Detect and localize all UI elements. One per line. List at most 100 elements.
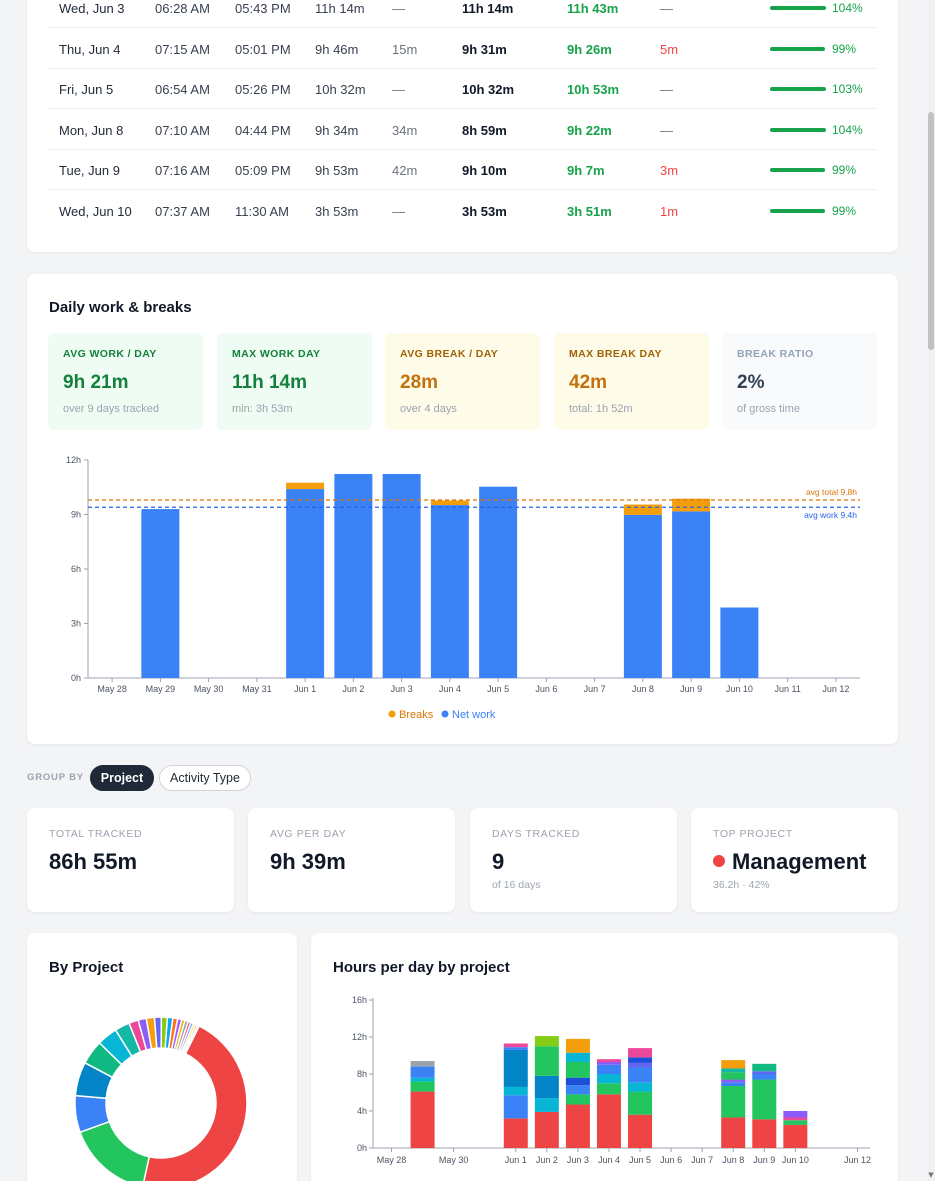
row-net: 11h 14m [462,1,514,16]
row-date: Wed, Jun 3 [59,1,125,16]
stat-avg-break: AVG BREAK / DAY 28m over 4 days [385,333,540,430]
kpi-value: 9h 39m [270,849,346,874]
stat-label: AVG BREAK / DAY [400,348,499,360]
row-date: Thu, Jun 4 [59,41,121,57]
table-row: Wed, Jun 10 07:37 AM 11:30 AM 3h 53m — 3h 53m… [47,191,877,231]
kpi-top-project: TOP PROJECT Management 36.2h · 42% [691,808,898,912]
kpi-label: DAYS TRACKED [492,828,580,840]
table-row: Thu, Jun 4 07:15 AM 05:01 PM 9h 46m 15m 9h 31… [47,29,877,69]
stat-label: MAX WORK DAY [232,348,321,360]
row-target: 3h 51m [567,203,612,219]
row-clock-in: 06:54 AM [155,82,210,97]
scroll-down-arrow-icon[interactable]: ▼ [928,1171,934,1179]
row-percent: 103% [832,82,863,96]
row-date: Wed, Jun 10 [59,203,132,219]
stat-avg-work: AVG WORK / DAY 9h 21m over 9 days tracke… [48,333,203,430]
kpi-label: TOP PROJECT [713,828,793,840]
row-net: 3h 53m [462,203,507,219]
row-progress-bar [770,168,825,172]
stat-value: 11h 14m [232,372,307,393]
row-date: Mon, Jun 8 [59,122,124,138]
row-gross: 3h 53m [315,203,359,219]
stat-value: 42m [569,372,608,393]
row-break: — [392,1,405,16]
row-over: — [660,122,673,138]
row-over: 1m [660,203,679,219]
row-date: Tue, Jun 9 [59,163,120,178]
table-row: Mon, Jun 8 07:10 AM 04:44 PM 9h 34m 34m 8h 59… [47,110,877,150]
row-over: — [660,1,673,16]
stat-max-work: MAX WORK DAY 11h 14m min: 3h 53m [217,333,372,430]
stat-label: AVG WORK / DAY [63,348,157,360]
row-percent: 104% [832,1,863,15]
row-progress-bar [770,46,825,51]
top-project-name: Management [732,849,867,874]
row-net: 10h 32m [462,82,515,97]
group-by-project-toggle[interactable]: Project [90,765,154,791]
row-target: 9h 7m [567,163,605,178]
row-clock-out: 11:30 AM [235,203,289,219]
row-clock-in: 07:10 AM [155,122,210,138]
row-percent: 104% [832,122,863,137]
row-progress-bar [770,87,826,91]
daily-work-breaks-title: Daily work & breaks [49,299,192,316]
row-gross: 11h 14m [315,1,365,16]
kpi-value: 9 [492,849,505,874]
group-by-activity-type-toggle[interactable]: Activity Type [159,765,251,791]
row-break: 42m [392,163,418,178]
row-progress-bar [770,208,825,213]
stat-label: MAX BREAK DAY [569,348,662,360]
table-row: Fri, Jun 5 06:54 AM 05:26 PM 10h 32m — 10h 32… [47,69,877,109]
stat-label: BREAK RATIO [737,348,814,360]
row-net: 9h 31m [462,41,507,57]
row-progress-bar [770,127,826,132]
kpi-label: AVG PER DAY [270,828,347,840]
table-row: Tue, Jun 9 07:16 AM 05:09 PM 9h 53m 42m 9h 10… [47,150,877,190]
stat-value: 28m [400,372,439,393]
row-percent: 99% [832,163,857,177]
row-net: 8h 59m [462,122,507,138]
row-break: — [392,203,405,219]
row-clock-out: 05:26 PM [235,82,291,97]
stat-value: 9h 21m [63,372,129,393]
row-net: 9h 10m [462,163,507,178]
row-clock-in: 07:37 AM [155,203,210,219]
stat-sub: over 9 days tracked [63,403,159,415]
kpi-value: 86h 55m [49,849,138,874]
row-target: 11h 43m [567,1,619,16]
row-date: Fri, Jun 5 [59,82,114,97]
row-percent: 99% [832,41,857,56]
row-break: — [392,82,405,97]
row-gross: 9h 53m [315,163,359,178]
by-project-title: By Project [49,959,124,976]
row-clock-out: 05:01 PM [235,41,291,57]
row-over: 3m [660,163,679,178]
row-break: 34m [392,122,418,138]
stat-value: 2% [737,372,765,393]
row-progress-bar [770,6,826,10]
row-gross: 10h 32m [315,82,366,97]
row-target: 9h 26m [567,41,612,57]
row-clock-in: 07:15 AM [155,41,210,57]
row-clock-in: 06:28 AM [155,1,210,16]
row-gross: 9h 46m [315,41,359,57]
stat-sub: over 4 days [400,403,457,415]
stat-sub: total: 1h 52m [569,403,633,415]
kpi-days-tracked: DAYS TRACKED 9 of 16 days [470,808,677,912]
row-target: 9h 22m [567,122,612,138]
row-break: 15m [392,41,418,57]
row-over: — [660,82,673,97]
row-clock-in: 07:16 AM [155,163,210,178]
row-clock-out: 04:44 PM [235,122,291,138]
kpi-total-tracked: TOTAL TRACKED 86h 55m [27,808,234,912]
kpi-avg-per-day: AVG PER DAY 9h 39m [248,808,455,912]
row-gross: 9h 34m [315,122,359,138]
daily-log-table-card [27,0,898,252]
row-clock-out: 05:43 PM [235,1,291,16]
kpi-label: TOTAL TRACKED [49,828,143,840]
row-over: 5m [660,41,679,57]
page-scrollbar[interactable]: ▼ [927,0,935,1181]
table-row: Wed, Jun 3 06:28 AM 05:43 PM 11h 14m — 11h 14… [47,0,877,28]
group-by-label: GROUP BY [27,772,84,783]
scrollbar-thumb[interactable] [928,112,934,350]
